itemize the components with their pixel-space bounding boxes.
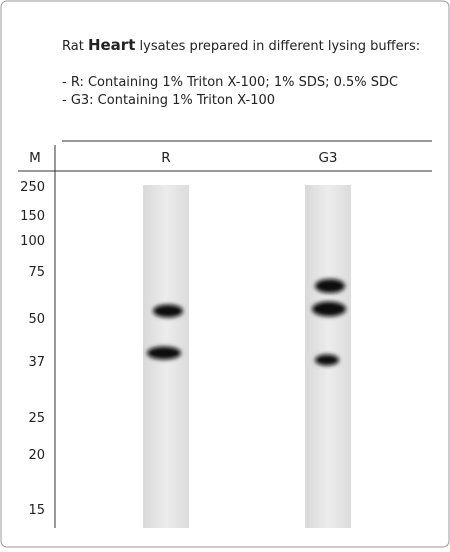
column-header: R bbox=[161, 150, 170, 166]
buffer-line: - R: Containing 1% Triton X-100; 1% SDS;… bbox=[62, 75, 398, 90]
marker-label: 75 bbox=[28, 265, 45, 280]
band bbox=[315, 354, 339, 366]
marker-label: 25 bbox=[28, 411, 45, 426]
band bbox=[315, 279, 345, 293]
column-header: G3 bbox=[318, 150, 337, 166]
marker-label: 50 bbox=[28, 312, 45, 327]
title-prefix: Rat bbox=[62, 39, 84, 54]
buffer-line: - G3: Containing 1% Triton X-100 bbox=[62, 93, 275, 108]
title: Rat Heart lysates prepared in different … bbox=[62, 36, 420, 54]
title-suffix: lysates prepared in different lysing buf… bbox=[140, 39, 421, 54]
marker-label: 15 bbox=[28, 503, 45, 518]
band bbox=[153, 304, 183, 318]
marker-label: 20 bbox=[28, 448, 45, 463]
column-header: M bbox=[29, 150, 41, 166]
marker-label: 100 bbox=[20, 234, 45, 249]
band bbox=[147, 346, 181, 360]
title-bold: Heart bbox=[88, 36, 135, 54]
marker-label: 250 bbox=[20, 180, 45, 195]
marker-label: 150 bbox=[20, 209, 45, 224]
bands bbox=[147, 279, 346, 366]
marker-label: 37 bbox=[28, 355, 45, 370]
band bbox=[312, 301, 346, 317]
marker-labels: 250 150 100 75 50 37 25 20 15 bbox=[20, 180, 45, 518]
